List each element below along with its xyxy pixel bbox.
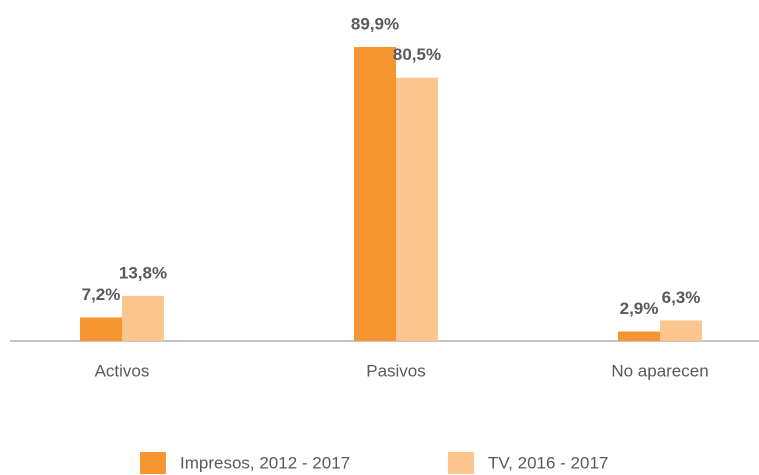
bar <box>80 317 122 341</box>
value-label: 6,3% <box>662 288 701 307</box>
bar <box>354 47 396 341</box>
value-label: 89,9% <box>351 14 399 33</box>
x-tick-label: Pasivos <box>366 361 426 380</box>
legend-label: TV, 2016 - 2017 <box>488 453 608 472</box>
x-tick-label: No aparecen <box>611 361 708 380</box>
legend-swatch <box>448 452 474 474</box>
value-label: 7,2% <box>82 285 121 304</box>
bar <box>660 320 702 341</box>
x-tick-label: Activos <box>95 361 150 380</box>
bar <box>122 295 164 341</box>
bar <box>618 331 660 341</box>
value-label: 2,9% <box>620 299 659 318</box>
legend-label: Impresos, 2012 - 2017 <box>180 453 350 472</box>
bar <box>396 77 438 342</box>
legend-swatch <box>140 452 166 474</box>
value-label: 80,5% <box>393 45 441 64</box>
value-label: 13,8% <box>119 263 167 282</box>
